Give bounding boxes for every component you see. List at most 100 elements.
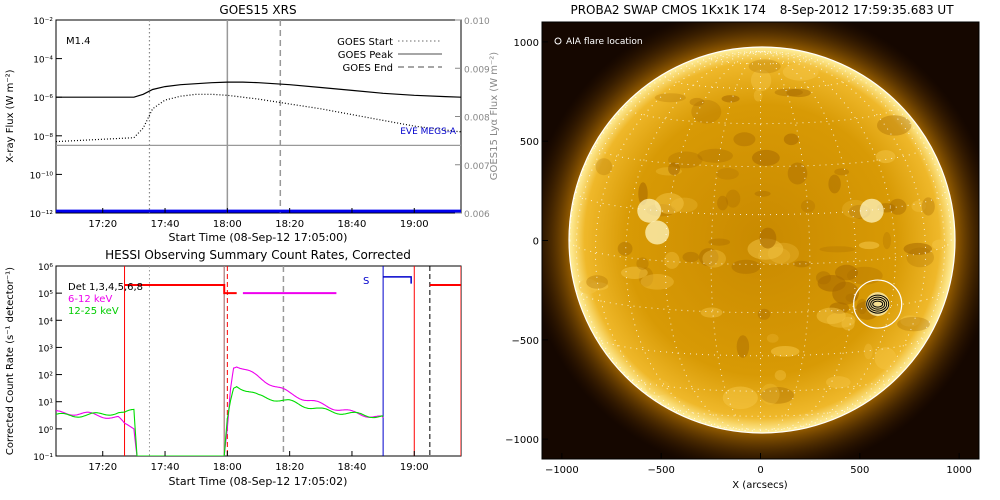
solar-texture-blob: [858, 241, 880, 250]
hessi-x-tick-label: 18:40: [338, 462, 367, 473]
solar-texture-blob: [828, 174, 841, 194]
goes-series-0: [56, 81, 461, 98]
goes-y-tick-label: 10⁻⁶: [33, 94, 53, 104]
goes-y-ticks: 10⁻¹² 10⁻¹⁰ 10⁻⁸ 10⁻⁶ 10⁻⁴ 10⁻²: [30, 17, 62, 220]
hessi-y-tick-label: 10⁻¹: [33, 453, 53, 463]
solar-texture-blob: [863, 343, 873, 360]
goes-x-axis-label: Start Time (08-Sep-12 17:05:00): [169, 231, 348, 244]
solar-texture-blob: [731, 259, 761, 274]
longitude-line: [710, 50, 761, 432]
solar-texture-blob: [757, 246, 791, 265]
hessi-panel: HESSI Observing Summary Count Rates, Cor…: [5, 248, 462, 488]
hessi-x-tick-label: 17:40: [151, 462, 180, 473]
solar-limb: [568, 46, 956, 434]
solar-texture-blob: [921, 197, 935, 216]
solar-texture-blob: [786, 88, 811, 98]
goes-x-tick-label: 18:40: [338, 219, 367, 230]
legend-12-25-kev: 12-25 keV: [68, 306, 119, 317]
solar-texture-blob: [722, 386, 758, 410]
swap-legend: AIA flare location: [554, 37, 643, 47]
solar-texture-blob: [621, 266, 648, 279]
swap-x-tick-label: −500: [647, 465, 674, 476]
swap-x-tick-label: 1000: [946, 465, 971, 476]
goes-x-tick-label: 19:00: [400, 219, 429, 230]
solar-texture-blob: [770, 346, 800, 357]
solar-texture-blob: [911, 200, 926, 212]
goes-x-tick-label: 17:20: [88, 219, 117, 230]
swap-instrument: PROBA2 SWAP CMOS 1Kx1K 174: [570, 3, 765, 17]
solar-texture-blob: [932, 239, 948, 250]
solar-texture-blob: [753, 89, 763, 102]
solar-texture-blob: [903, 242, 933, 255]
goes-y-tick-label: 10⁻¹⁰: [30, 171, 54, 181]
solar-texture-blob: [874, 347, 897, 370]
goes-y2-tick-label: 0.009: [464, 65, 490, 75]
solar-texture-blob: [757, 308, 771, 320]
hessi-flag-a: [124, 284, 237, 295]
solar-texture-blob: [586, 275, 608, 289]
swap-y-tick-label: −500: [512, 336, 539, 347]
goes-y-axis-label: X-ray Flux (W m⁻²): [5, 69, 16, 162]
swap-panel: PROBA2 SWAP CMOS 1Kx1K 174 8-Sep-2012 17…: [505, 3, 980, 491]
solar-texture-blob: [774, 370, 787, 381]
solar-texture-blob: [856, 298, 868, 315]
swap-y-ticks: −1000 −500 0 500 1000: [505, 38, 548, 446]
solar-texture-blob: [721, 95, 740, 103]
active-region: [865, 292, 890, 317]
solar-texture-blob: [725, 189, 741, 208]
goes-plot-frame: [55, 19, 462, 214]
goes-y-tick-label: 10⁻⁸: [33, 133, 53, 143]
goes-x-ticks: 17:20 17:40 18:00 18:20 18:40 19:00: [88, 208, 429, 230]
solar-texture-blob: [787, 162, 808, 185]
solar-texture-blob: [816, 307, 846, 324]
latitude-line: [625, 106, 896, 125]
goes-title: GOES15 XRS: [219, 3, 296, 17]
legend-detectors: Det 1,3,4,5,6,8: [68, 282, 143, 293]
solar-texture-blob: [834, 168, 850, 176]
hessi-x-tick-label: 17:20: [88, 462, 117, 473]
hessi-y-tick-label: 10¹: [38, 399, 53, 409]
hessi-s-segment: [383, 276, 412, 284]
hessi-plot-frame: [55, 265, 462, 457]
swap-date: 8-Sep-2012 17:59:35.683 UT: [780, 3, 954, 17]
solar-texture-blob: [760, 383, 780, 405]
solar-texture-blob: [759, 227, 777, 249]
solar-texture-blob: [700, 307, 723, 318]
solar-texture-blob: [832, 281, 859, 305]
solar-texture-blob: [578, 279, 599, 294]
solar-texture-blob: [750, 69, 772, 92]
solar-texture-blob: [654, 93, 686, 103]
solar-texture-blob: [760, 387, 794, 404]
solar-texture-blob: [697, 148, 733, 163]
swap-x-tick-label: 500: [850, 465, 869, 476]
solar-texture-blob: [819, 246, 856, 253]
solar-texture-blob: [877, 115, 912, 136]
latitude-line: [575, 191, 946, 216]
longitude-line: [760, 50, 811, 432]
goes-series-1: [56, 93, 461, 143]
swap-y-tick-label: 1000: [514, 38, 539, 49]
solar-texture-blob: [689, 97, 705, 107]
legend-goes-peak: GOES Peak: [338, 50, 393, 61]
solar-texture-blob: [682, 251, 700, 263]
aia-legend-marker: [554, 37, 562, 45]
solar-texture-blob: [691, 99, 722, 124]
active-region: [637, 198, 662, 223]
goes-xrs-panel: GOES15 XRS 17:20 17:40 18:00 18:20 18:40 19:0…: [5, 3, 500, 244]
swap-y-tick-label: −1000: [505, 435, 539, 446]
aia-legend-label: AIA flare location: [566, 37, 643, 47]
hessi-title: HESSI Observing Summary Count Rates, Cor…: [105, 248, 411, 262]
solar-texture-blob: [826, 376, 851, 389]
solar-texture-blob: [835, 264, 858, 281]
goes-x-tick-label: 17:40: [151, 219, 180, 230]
goes-legend: GOES Start GOES Peak GOES End: [337, 37, 442, 74]
longitude-line: [625, 50, 761, 430]
solar-texture-blob: [595, 158, 613, 176]
goes-y-tick-label: 10⁻²: [33, 17, 53, 27]
goes-y2-tick-label: 0.010: [464, 17, 490, 27]
solar-texture-blob: [793, 260, 810, 268]
hessi-y-tick-label: 10⁵: [38, 290, 53, 300]
solar-texture-blob: [906, 247, 934, 268]
hessi-s-label: S: [363, 276, 369, 287]
